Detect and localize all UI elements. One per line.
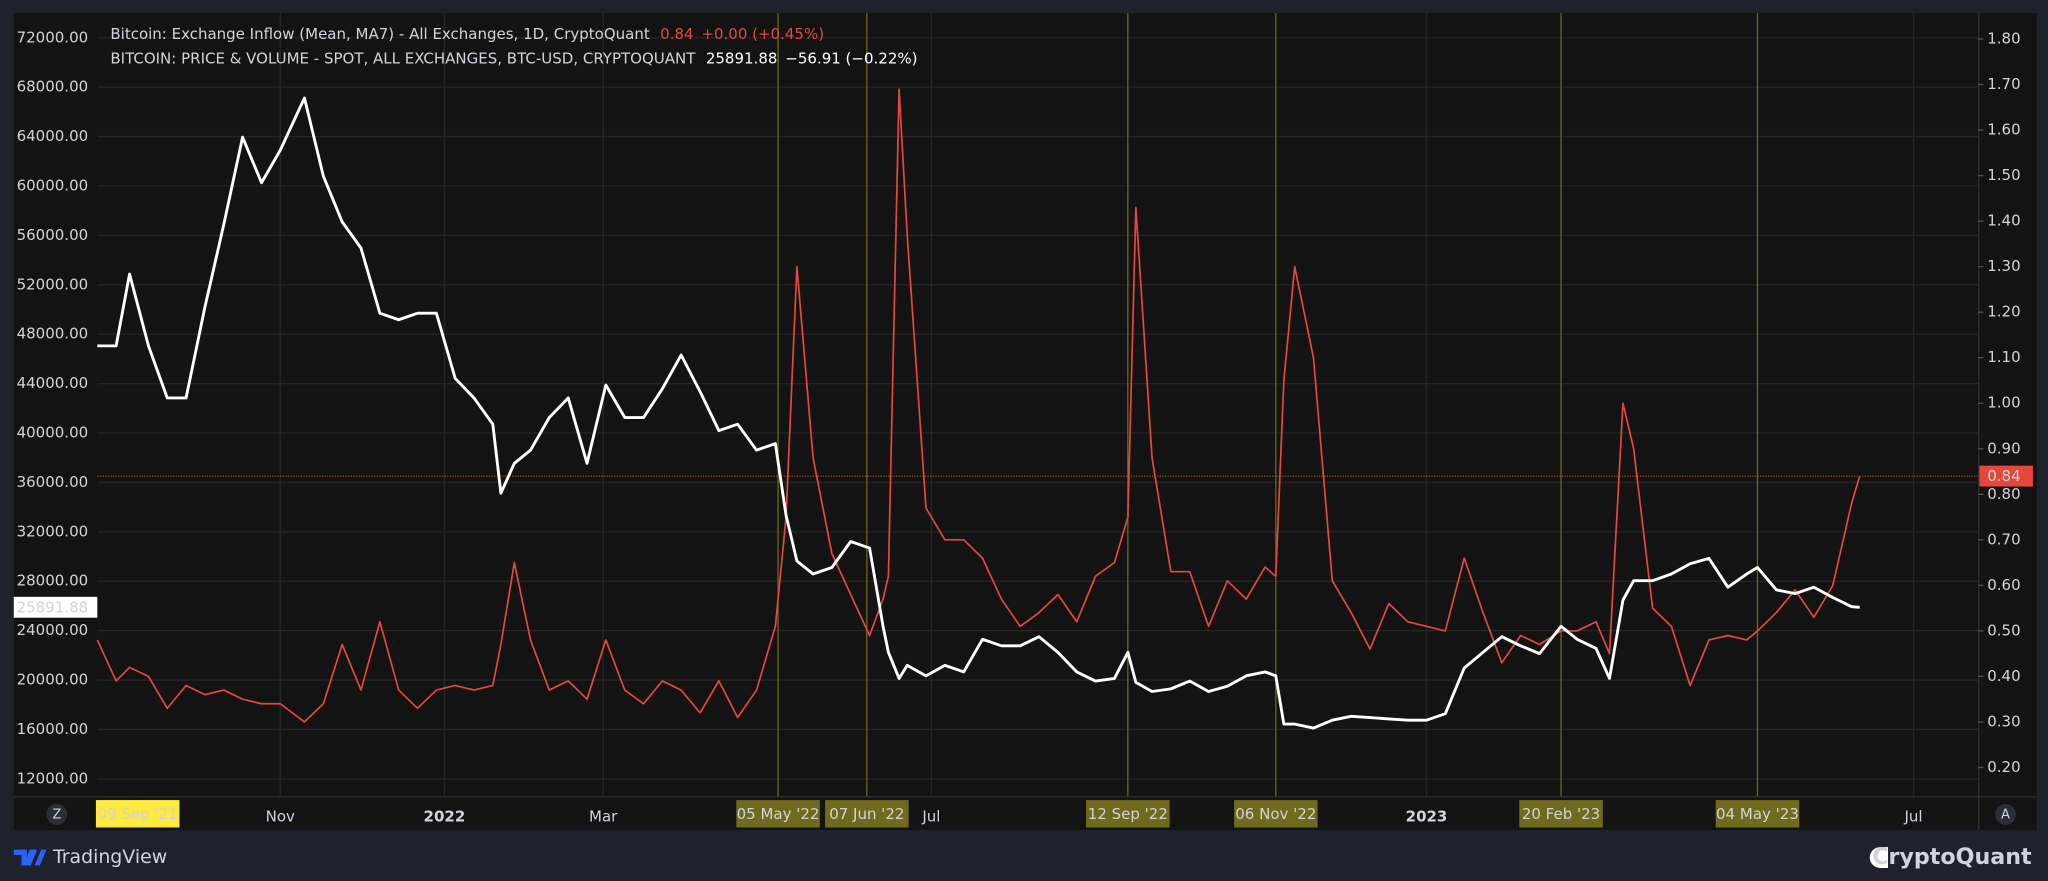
marker-badge xyxy=(1234,800,1318,828)
last-value-label: 0.84 xyxy=(1987,467,2020,485)
marker-label: 12 Sep '22 xyxy=(1088,805,1168,823)
y2-tick-label: 0.40 xyxy=(1987,667,2020,685)
y2-tick-label: 1.80 xyxy=(1987,30,2020,48)
legend-row: Bitcoin: Exchange Inflow (Mean, MA7) - A… xyxy=(110,24,824,42)
marker-badge xyxy=(1519,800,1603,828)
legend-value: 25891.88 xyxy=(706,49,778,67)
marker-label: 20 Feb '23 xyxy=(1522,805,1600,823)
marker-badge xyxy=(1715,800,1800,828)
y2-tick-label: 1.00 xyxy=(1987,394,2020,412)
y-tick-label: 24000.00 xyxy=(17,621,89,639)
grid xyxy=(97,13,1979,797)
y2-tick-label: 1.10 xyxy=(1987,348,2020,366)
marker-label: 07 Jun '22 xyxy=(829,805,904,823)
y-tick-label: 12000.00 xyxy=(17,769,89,787)
y-tick-label: 52000.00 xyxy=(17,275,89,293)
marker-label: 04 May '23 xyxy=(1716,805,1799,823)
y2-tick-label: 0.90 xyxy=(1987,439,2020,457)
y2-tick-label: 1.60 xyxy=(1987,121,2020,139)
y2-tick-label: 0.80 xyxy=(1987,485,2020,503)
y-tick-label: 44000.00 xyxy=(17,374,89,392)
cryptoquant-text: CryptoQuant xyxy=(1872,844,2032,870)
legend-name: BITCOIN: PRICE & VOLUME - SPOT, ALL EXCH… xyxy=(110,49,696,67)
last-value-badge xyxy=(13,596,98,618)
marker-label: 05 May '22 xyxy=(737,805,820,823)
y2-tick-label: 1.30 xyxy=(1987,257,2020,275)
legend-value: 0.84 xyxy=(660,24,693,42)
marker-badge xyxy=(1086,800,1170,828)
button-label[interactable]: A xyxy=(2001,808,2010,823)
y-tick-label: 28000.00 xyxy=(17,572,89,590)
plot-background xyxy=(13,13,1979,831)
marker-label: 06 Nov '22 xyxy=(1235,805,1316,823)
legend-row: BITCOIN: PRICE & VOLUME - SPOT, ALL EXCH… xyxy=(110,49,917,67)
marker-badge xyxy=(736,800,820,828)
x-tick-label: Nov xyxy=(266,808,295,826)
cryptoquant-logo xyxy=(1869,847,1889,868)
tradingview-text: TradingView xyxy=(52,846,167,868)
y2-tick-label: 1.20 xyxy=(1987,303,2020,321)
x-tick-label: Mar xyxy=(589,808,618,826)
y2-tick-label: 0.70 xyxy=(1987,530,2020,548)
y-tick-label: 60000.00 xyxy=(17,176,89,194)
marker-badge xyxy=(825,800,909,828)
x-tick-label: 2023 xyxy=(1406,808,1448,826)
legend-change: +0.00 (+0.45%) xyxy=(701,24,824,42)
y2-tick-label: 0.50 xyxy=(1987,621,2020,639)
marker-badge xyxy=(95,800,180,828)
button[interactable] xyxy=(46,803,68,825)
y2-tick-label: 1.70 xyxy=(1987,75,2020,93)
y2-tick-label: 0.20 xyxy=(1987,758,2020,776)
y-tick-label: 48000.00 xyxy=(17,325,89,343)
y-tick-label: 32000.00 xyxy=(17,522,89,540)
legend-change: −56.91 (−0.22%) xyxy=(785,49,917,67)
y2-tick-label: 1.40 xyxy=(1987,212,2020,230)
y-tick-label: 36000.00 xyxy=(17,473,89,491)
button-label[interactable]: Z xyxy=(52,808,61,823)
last-value-badge xyxy=(1979,465,2033,487)
series-line xyxy=(96,88,1861,723)
series xyxy=(96,88,1861,730)
marker-lines xyxy=(97,13,1979,797)
series-line xyxy=(97,96,1860,730)
axes: 12000.00 16000.00 20000.00 24000.00 28000.00… xyxy=(13,28,2033,828)
legend-name: Bitcoin: Exchange Inflow (Mean, MA7) - A… xyxy=(110,24,649,42)
x-tick-label: 2022 xyxy=(424,808,466,826)
footer: Z A TradingView CryptoQuant xyxy=(13,803,2032,870)
last-value-label: 25891.88 xyxy=(17,598,89,616)
x-tick-label: Jul xyxy=(1903,808,1922,826)
y-tick-label: 56000.00 xyxy=(17,226,89,244)
y-tick-label: 40000.00 xyxy=(17,424,89,442)
y2-tick-label: 0.60 xyxy=(1987,576,2020,594)
tradingview-logo xyxy=(13,849,47,866)
x-tick-label: Jul xyxy=(921,808,940,826)
y2-tick-label: 0.30 xyxy=(1987,712,2020,730)
y-tick-label: 64000.00 xyxy=(17,127,89,145)
y-tick-label: 16000.00 xyxy=(17,720,89,738)
legend: Bitcoin: Exchange Inflow (Mean, MA7) - A… xyxy=(110,24,917,67)
y-tick-label: 72000.00 xyxy=(17,28,89,46)
y-tick-label: 68000.00 xyxy=(17,78,89,96)
right-axis-background xyxy=(1978,13,2037,831)
y2-tick-label: 1.50 xyxy=(1987,166,2020,184)
y-tick-label: 20000.00 xyxy=(17,671,89,689)
button[interactable] xyxy=(1995,803,2016,825)
marker-label: 09 Sep '21 xyxy=(98,805,178,823)
